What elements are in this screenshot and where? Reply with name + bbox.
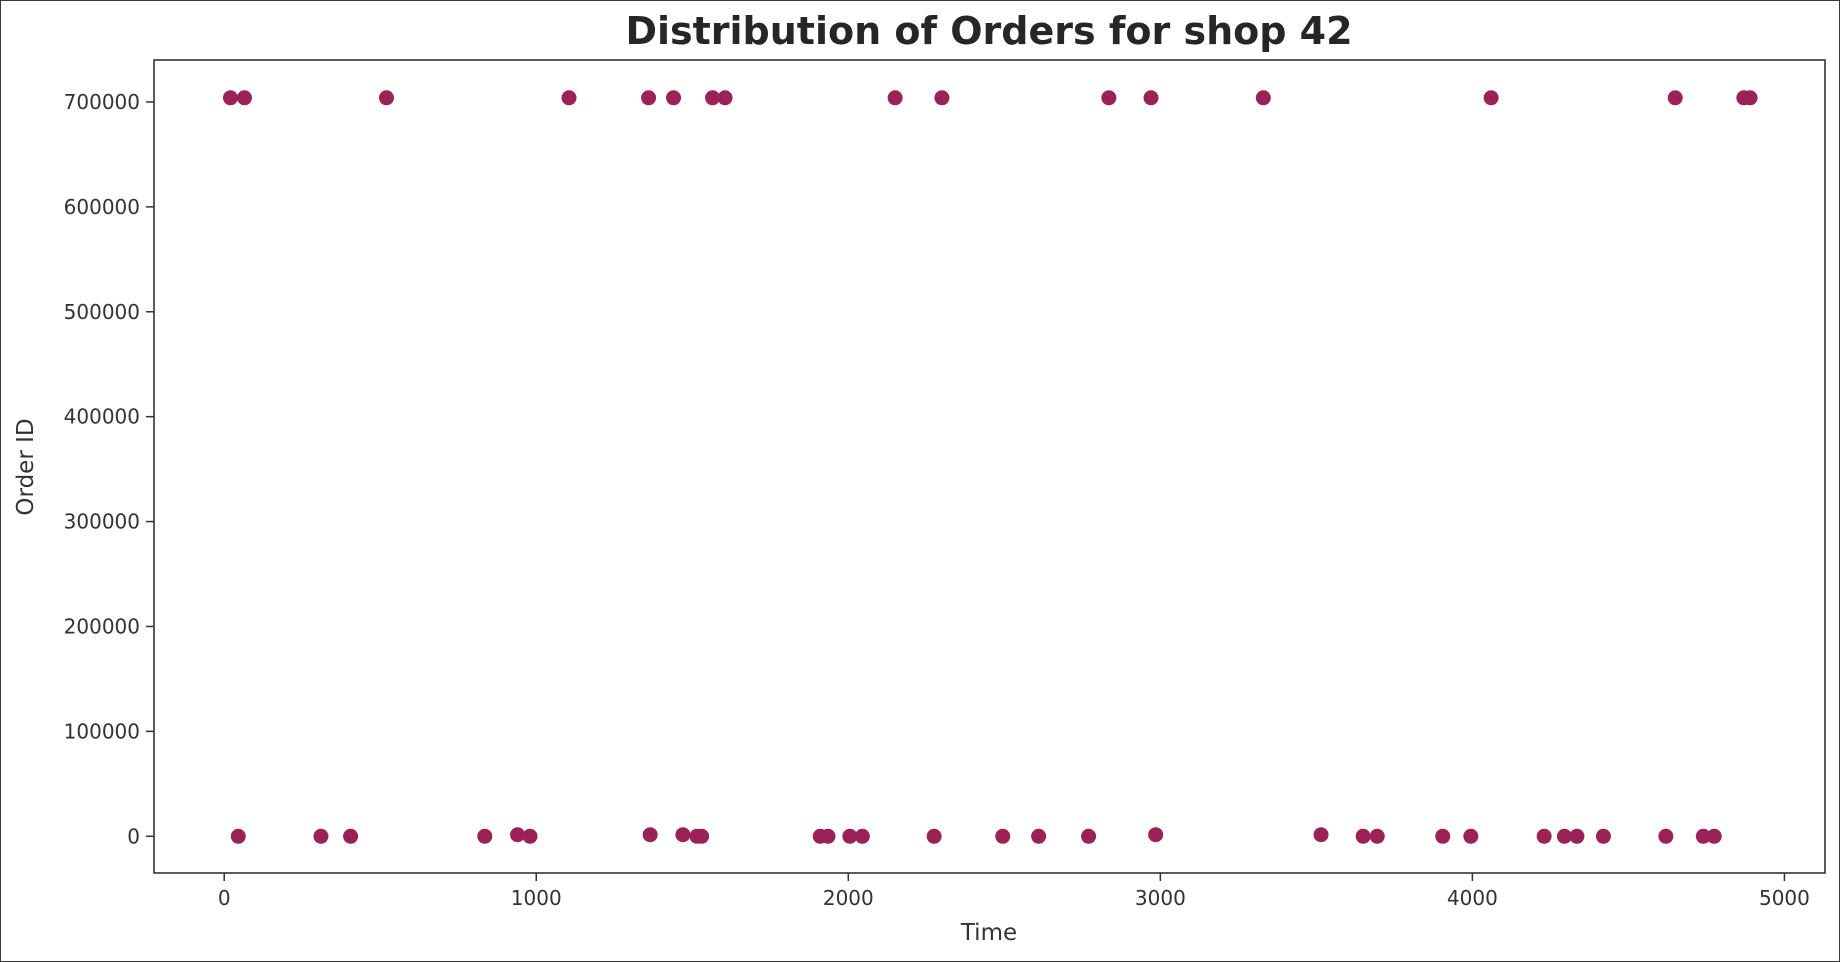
data-point — [1255, 90, 1271, 106]
data-point — [1742, 90, 1758, 106]
data-point — [477, 828, 493, 844]
data-point — [1463, 828, 1479, 844]
chart-title: Distribution of Orders for shop 42 — [625, 9, 1352, 53]
data-point — [1569, 828, 1585, 844]
data-point — [820, 828, 836, 844]
y-tick-label: 700000 — [64, 90, 140, 114]
data-point — [1483, 90, 1499, 106]
data-point — [1313, 827, 1329, 843]
data-point — [1667, 90, 1683, 106]
data-point — [854, 828, 870, 844]
data-point — [642, 827, 658, 843]
data-point — [343, 828, 359, 844]
x-tick-label: 5000 — [1759, 886, 1810, 910]
data-point — [995, 828, 1011, 844]
y-tick-label: 300000 — [64, 510, 140, 534]
data-point — [1556, 828, 1572, 844]
data-point — [675, 827, 691, 843]
data-point — [1435, 828, 1451, 844]
data-point — [236, 90, 252, 106]
data-point — [313, 828, 329, 844]
data-point — [222, 90, 238, 106]
x-axis-ticks: 0 1000 2000 3000 4000 5000 — [218, 873, 1810, 910]
y-tick-label: 0 — [127, 824, 140, 848]
y-axis-ticks: 0 100000 200000 300000 400000 500000 600000 700… — [64, 90, 154, 848]
data-point — [561, 90, 577, 106]
x-tick-label: 2000 — [823, 886, 874, 910]
y-tick-label: 200000 — [64, 614, 140, 638]
data-point — [1536, 828, 1552, 844]
data-point — [694, 828, 710, 844]
data-point — [1101, 90, 1117, 106]
scatter-points — [222, 90, 1758, 844]
x-tick-label: 4000 — [1447, 886, 1498, 910]
data-point — [1706, 828, 1722, 844]
data-point — [1595, 828, 1611, 844]
data-point — [887, 90, 903, 106]
data-point — [666, 90, 682, 106]
data-point — [926, 828, 942, 844]
data-point — [842, 828, 858, 844]
y-tick-label: 500000 — [64, 300, 140, 324]
y-tick-label: 100000 — [64, 719, 140, 743]
data-point — [641, 90, 657, 106]
data-point — [1658, 828, 1674, 844]
y-tick-label: 400000 — [64, 405, 140, 429]
data-point — [717, 90, 733, 106]
plot-area — [153, 59, 1826, 874]
x-tick-label: 0 — [218, 886, 231, 910]
data-point — [705, 90, 721, 106]
data-point — [378, 90, 394, 106]
data-point — [934, 90, 950, 106]
x-axis-label: Time — [960, 920, 1017, 946]
data-point — [1695, 828, 1711, 844]
data-point — [522, 828, 538, 844]
data-point — [1143, 90, 1159, 106]
data-point — [510, 827, 526, 843]
y-tick-label: 600000 — [64, 195, 140, 219]
data-point — [1081, 828, 1097, 844]
y-axis-label: Order ID — [13, 418, 39, 515]
data-point — [1369, 828, 1385, 844]
data-point — [230, 828, 246, 844]
data-point — [1355, 828, 1371, 844]
data-point — [1148, 827, 1164, 843]
x-tick-label: 1000 — [511, 886, 562, 910]
data-point — [1031, 828, 1047, 844]
x-tick-label: 3000 — [1135, 886, 1186, 910]
